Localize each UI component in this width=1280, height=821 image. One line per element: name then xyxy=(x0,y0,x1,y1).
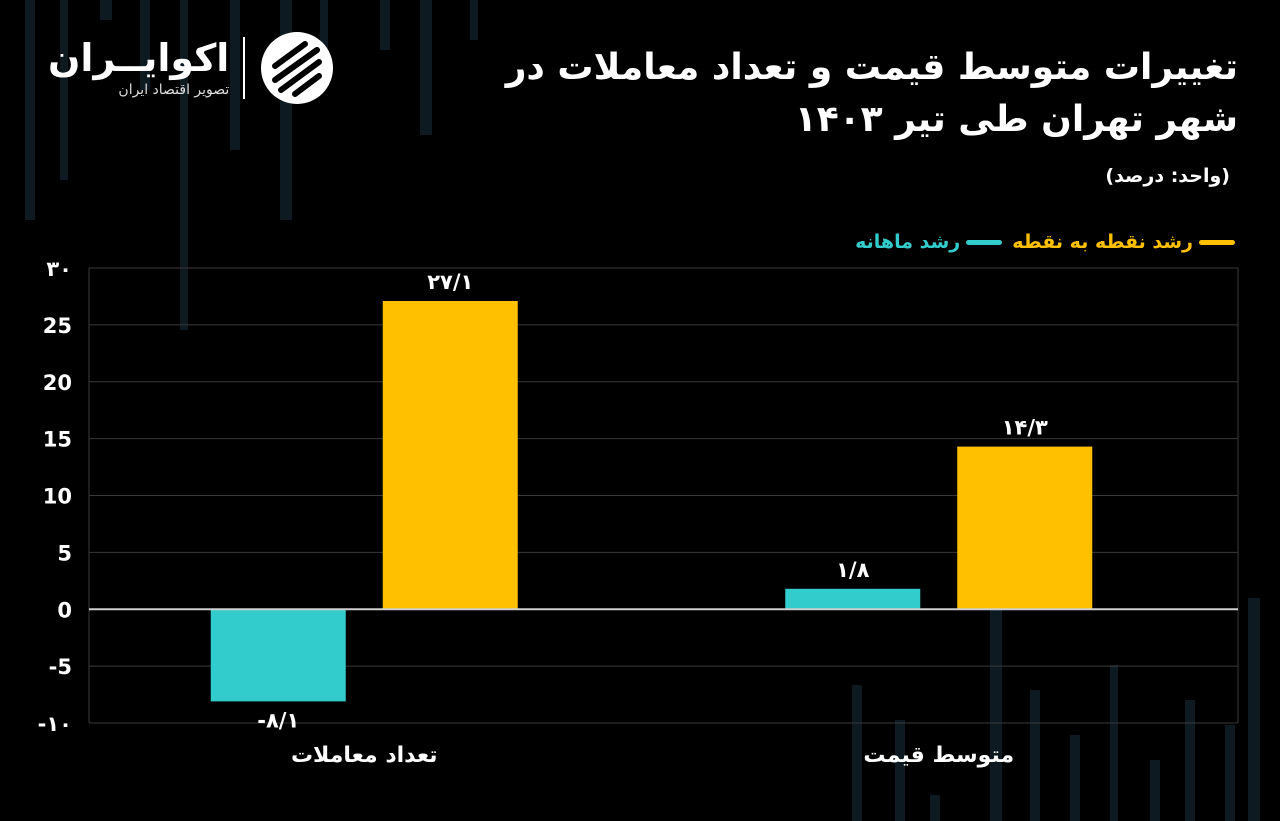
legend-swatch-monthly xyxy=(966,239,1003,245)
category-label: متوسط قیمت xyxy=(863,743,1014,768)
data-label: ۲۷/۱ xyxy=(427,270,473,294)
logo-divider xyxy=(243,37,246,99)
y-tick-label: -5 xyxy=(49,655,72,679)
legend-swatch-yearly xyxy=(1199,239,1235,245)
y-tick-label: 5 xyxy=(57,541,72,565)
bar-yearly xyxy=(957,446,1093,610)
logo-mark-icon xyxy=(261,32,334,104)
y-tick-label: 10 xyxy=(43,485,72,509)
bar-yearly xyxy=(382,300,518,610)
logo-name: اکوایــران xyxy=(48,36,230,80)
bar-monthly xyxy=(785,588,921,610)
legend-item-yearly: رشد نقطه به نقطه xyxy=(1012,231,1235,253)
y-tick-label: -۱۰ xyxy=(38,712,72,736)
bar-monthly xyxy=(210,609,346,702)
data-label: ۱۴/۳ xyxy=(1002,416,1048,440)
y-tick-label: 25 xyxy=(43,314,72,338)
y-tick-label: 15 xyxy=(43,428,72,452)
chart-title: تغییرات متوسط قیمت و تعداد معاملات در شه… xyxy=(505,47,1238,140)
y-tick-label: 20 xyxy=(43,371,72,395)
logo-tagline: تصویر اقتصاد ایران xyxy=(118,82,230,98)
logo: اکوایــران تصویر اقتصاد ایران xyxy=(48,30,335,106)
legend-label-monthly: رشد ماهانه xyxy=(855,231,961,253)
logo-text: اکوایــران تصویر اقتصاد ایران xyxy=(48,36,229,100)
legend-item-monthly: رشد ماهانه xyxy=(855,231,1003,253)
category-label: تعداد معاملات xyxy=(291,743,438,768)
data-label: -۸/۱ xyxy=(257,708,299,732)
data-label: ۱/۸ xyxy=(836,558,869,582)
legend-label-yearly: رشد نقطه به نقطه xyxy=(1012,231,1193,253)
chart-unit: (واحد: درصد) xyxy=(1105,165,1230,187)
legend: رشد ماهانه رشد نقطه به نقطه xyxy=(855,231,1235,253)
y-tick-label: ۳۰ xyxy=(46,257,72,281)
y-tick-label: 0 xyxy=(57,598,72,622)
